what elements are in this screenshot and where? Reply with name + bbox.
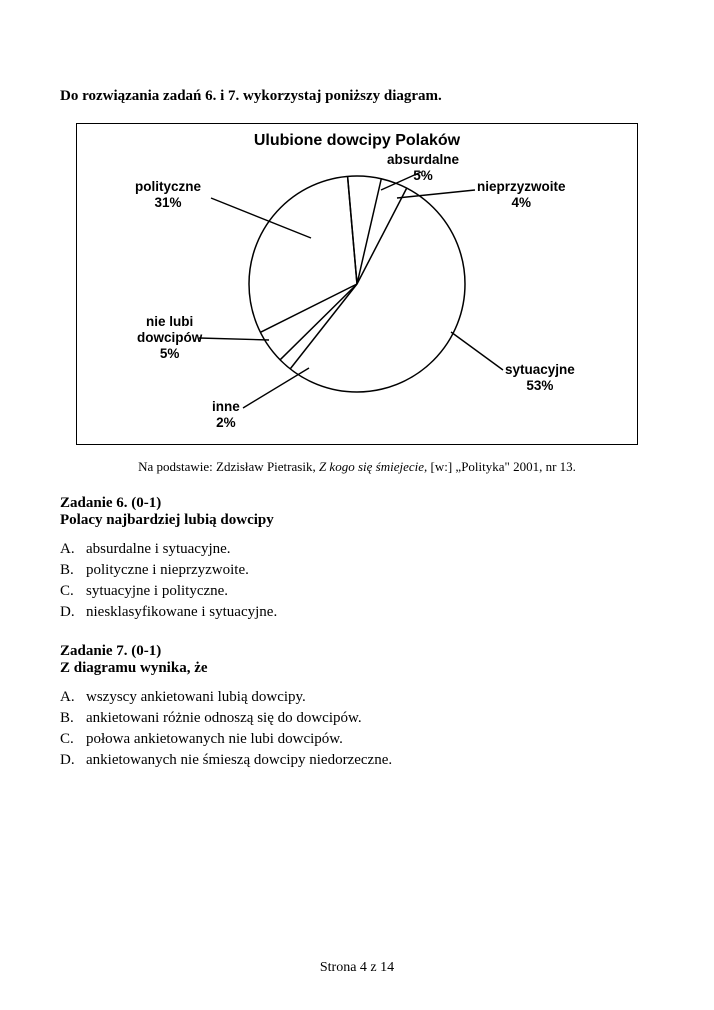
task7-option: B.ankietowani różnie odnoszą się do dowc… <box>60 708 654 729</box>
option-text: polityczne i nieprzyzwoite. <box>86 560 249 581</box>
option-letter: D. <box>60 602 86 623</box>
slice-label-nielubi: nie lubidowcipów5% <box>137 314 202 363</box>
task7-option: A.wszyscy ankietowani lubią dowcipy. <box>60 687 654 708</box>
slice-label-nieprzyzwoite: nieprzyzwoite4% <box>477 179 566 211</box>
source-suffix: [w:] „Polityka" 2001, nr 13. <box>427 459 576 474</box>
option-text: sytuacyjne i polityczne. <box>86 581 228 602</box>
task6-options: A.absurdalne i sytuacyjne.B.polityczne i… <box>60 539 654 623</box>
instruction-text: Do rozwiązania zadań 6. i 7. wykorzystaj… <box>60 88 654 105</box>
slice-label-sytuacyjne: sytuacyjne53% <box>505 362 575 394</box>
option-text: ankietowani różnie odnoszą się do dowcip… <box>86 708 362 729</box>
option-text: wszyscy ankietowani lubią dowcipy. <box>86 687 306 708</box>
task6-option: B.polityczne i nieprzyzwoite. <box>60 560 654 581</box>
task6-option: A.absurdalne i sytuacyjne. <box>60 539 654 560</box>
option-letter: C. <box>60 729 86 750</box>
chart-title: Ulubione dowcipy Polaków <box>77 132 637 150</box>
option-letter: C. <box>60 581 86 602</box>
pie-chart-panel: Ulubione dowcipy Polaków polityczne31% ab… <box>76 123 638 445</box>
task7-option: D.ankietowanych nie śmieszą dowcipy nied… <box>60 750 654 771</box>
option-text: połowa ankietowanych nie lubi dowcipów. <box>86 729 343 750</box>
option-letter: A. <box>60 539 86 560</box>
task7-head: Zadanie 7. (0-1) <box>60 643 654 660</box>
slice-label-absurdalne: absurdalne5% <box>387 152 459 184</box>
slice-label-inne: inne2% <box>212 399 240 431</box>
task6-sub: Polacy najbardziej lubią dowcipy <box>60 512 654 529</box>
option-letter: D. <box>60 750 86 771</box>
task7-options: A.wszyscy ankietowani lubią dowcipy.B.an… <box>60 687 654 771</box>
pie-chart <box>247 174 467 394</box>
task6-option: C.sytuacyjne i polityczne. <box>60 581 654 602</box>
source-italic: Z kogo się śmiejecie, <box>319 459 427 474</box>
slice-label-polityczne: polityczne31% <box>135 179 201 211</box>
option-text: niesklasyfikowane i sytuacyjne. <box>86 602 277 623</box>
option-letter: B. <box>60 560 86 581</box>
task6-option: D.niesklasyfikowane i sytuacyjne. <box>60 602 654 623</box>
option-letter: A. <box>60 687 86 708</box>
option-letter: B. <box>60 708 86 729</box>
source-prefix: Na podstawie: Zdzisław Pietrasik, <box>138 459 319 474</box>
pie-svg <box>247 174 467 394</box>
task7-option: C.połowa ankietowanych nie lubi dowcipów… <box>60 729 654 750</box>
page-number: Strona 4 z 14 <box>0 960 714 976</box>
task6-head: Zadanie 6. (0-1) <box>60 495 654 512</box>
source-citation: Na podstawie: Zdzisław Pietrasik, Z kogo… <box>60 459 654 475</box>
option-text: absurdalne i sytuacyjne. <box>86 539 231 560</box>
option-text: ankietowanych nie śmieszą dowcipy niedor… <box>86 750 392 771</box>
page: Do rozwiązania zadań 6. i 7. wykorzystaj… <box>0 0 714 1010</box>
task7-sub: Z diagramu wynika, że <box>60 660 654 677</box>
